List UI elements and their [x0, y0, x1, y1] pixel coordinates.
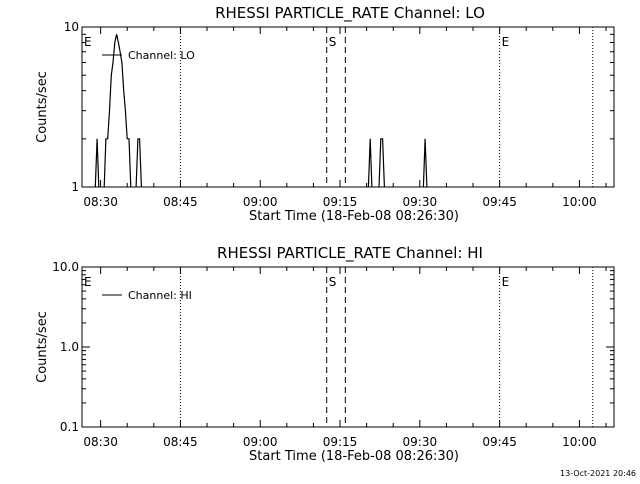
series-line [103, 34, 132, 188]
x-tick-label: 09:15 [323, 435, 358, 449]
series-line [135, 138, 142, 188]
marker-label: E [502, 35, 510, 49]
x-axis-label: Start Time (18-Feb-08 08:26:30) [249, 449, 459, 464]
y-tick-label: 10 [64, 20, 79, 34]
y-tick-label: 1 [71, 180, 79, 194]
y-tick-label: 0.1 [60, 420, 79, 434]
series-line [378, 138, 385, 188]
legend-label: Channel: LO [128, 49, 195, 62]
y-axis-label: Counts/sec [35, 71, 50, 143]
chart-title: RHESSI PARTICLE_RATE Channel: HI [217, 244, 483, 263]
marker-label: S [329, 275, 337, 289]
series-line [94, 138, 100, 188]
x-tick-label: 08:45 [163, 195, 198, 209]
x-tick-label: 09:00 [243, 195, 278, 209]
x-tick-label: 10:00 [562, 435, 597, 449]
x-tick-label: 08:45 [163, 435, 198, 449]
x-tick-label: 09:30 [403, 435, 438, 449]
panel-lo: RHESSI PARTICLE_RATE Channel: LO 08:30 08:… [35, 4, 615, 224]
x-tick-label: 09:15 [323, 195, 358, 209]
series-line [367, 138, 373, 188]
x-axis-label: Start Time (18-Feb-08 08:26:30) [249, 209, 459, 224]
x-tick-label: 09:00 [243, 435, 278, 449]
y-tick-label: 10.0 [52, 260, 79, 274]
x-tick-label: 09:45 [482, 435, 517, 449]
legend-label: Channel: HI [128, 289, 192, 302]
y-axis-label: Counts/sec [35, 311, 50, 383]
x-tick-label: 09:45 [482, 195, 517, 209]
marker-label: E [502, 275, 510, 289]
marker-label: S [329, 35, 337, 49]
x-tick-label: 09:30 [403, 195, 438, 209]
marker-label: E [84, 275, 92, 289]
timestamp: 13-Oct-2021 20:46 [560, 469, 636, 478]
series-line [422, 138, 428, 188]
marker-label: E [84, 35, 92, 49]
y-tick-label: 1.0 [60, 340, 79, 354]
chart-title: RHESSI PARTICLE_RATE Channel: LO [215, 4, 485, 23]
x-tick-label: 10:00 [562, 195, 597, 209]
x-tick-label: 08:30 [83, 435, 118, 449]
plot-frame [81, 26, 615, 188]
panel-hi: RHESSI PARTICLE_RATE Channel: HI 08:30 08:… [35, 244, 615, 464]
x-tick-label: 08:30 [83, 195, 118, 209]
